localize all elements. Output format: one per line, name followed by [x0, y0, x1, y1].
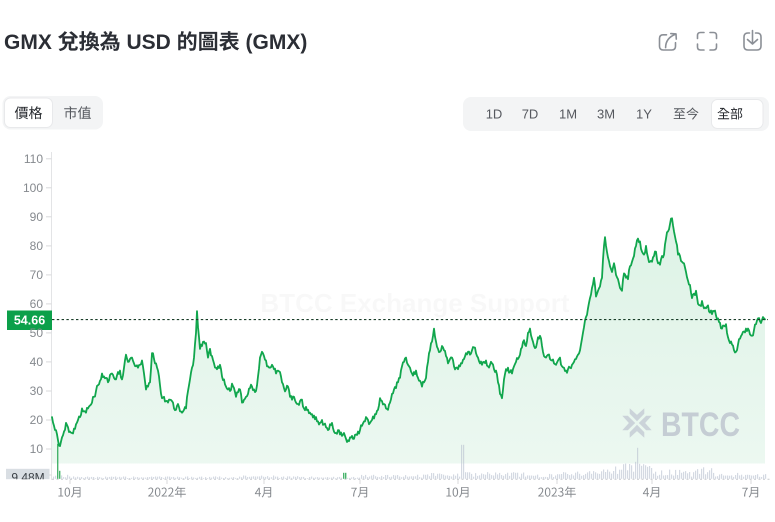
- svg-text:80: 80: [30, 239, 44, 253]
- svg-text:1D: 1D: [486, 107, 503, 122]
- svg-text:BTCC: BTCC: [661, 406, 740, 444]
- svg-text:10: 10: [30, 442, 44, 456]
- svg-text:54.66: 54.66: [14, 314, 45, 328]
- svg-text:1Y: 1Y: [636, 107, 652, 122]
- svg-text:50: 50: [30, 326, 44, 340]
- svg-text:(GMX): (GMX): [246, 31, 308, 54]
- svg-text:7D: 7D: [522, 107, 539, 122]
- svg-text:1M: 1M: [559, 107, 577, 122]
- svg-text:90: 90: [30, 210, 44, 224]
- svg-text:110: 110: [24, 152, 43, 166]
- svg-text:70: 70: [30, 268, 44, 282]
- svg-text:60: 60: [30, 297, 44, 311]
- svg-text:3M: 3M: [597, 107, 615, 122]
- svg-text:30: 30: [30, 384, 44, 398]
- svg-text:20: 20: [30, 413, 44, 427]
- svg-text:USD: USD: [127, 31, 171, 54]
- svg-text:100: 100: [23, 181, 43, 195]
- svg-text:9.48M: 9.48M: [11, 471, 44, 485]
- svg-text:40: 40: [30, 355, 44, 369]
- svg-text:BTCC Exchange Support: BTCC Exchange Support: [260, 288, 569, 318]
- svg-text:GMX: GMX: [4, 31, 52, 54]
